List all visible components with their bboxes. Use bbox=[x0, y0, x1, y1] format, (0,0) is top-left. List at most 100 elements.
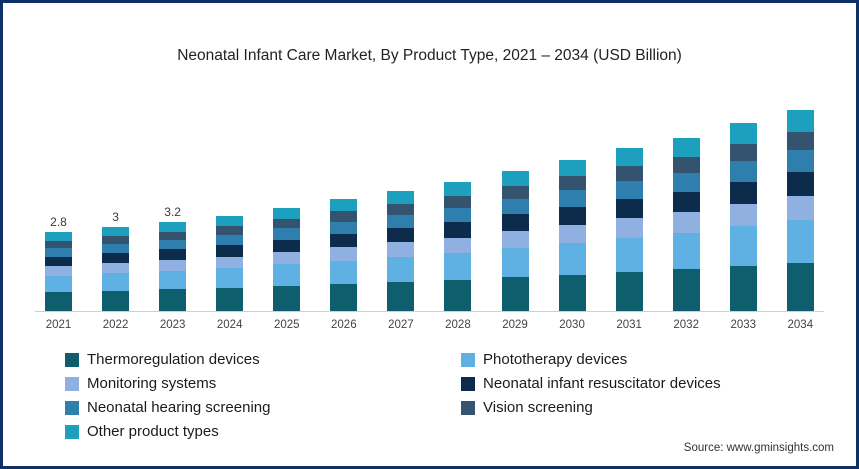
bar-segment bbox=[615, 166, 643, 181]
bar-segment bbox=[45, 266, 72, 276]
bar-segment bbox=[273, 228, 301, 240]
legend-item: Monitoring systems bbox=[65, 375, 461, 392]
chart-title: Neonatal Infant Care Market, By Product … bbox=[177, 47, 682, 64]
bar-segment bbox=[159, 221, 187, 232]
bar-segment bbox=[672, 212, 700, 233]
bar-segment bbox=[273, 252, 301, 265]
bar-segment bbox=[387, 257, 415, 283]
bar-segment bbox=[102, 263, 130, 274]
bar-segment bbox=[273, 264, 301, 287]
x-axis-tick-label: 2024 bbox=[216, 319, 243, 331]
bar-segment bbox=[45, 275, 72, 293]
legend-item: Other product types bbox=[65, 423, 461, 440]
bar-segment bbox=[387, 282, 415, 311]
bar-segment bbox=[558, 159, 586, 177]
bar-column: 3 bbox=[102, 210, 130, 311]
bar-segment bbox=[672, 137, 700, 157]
bar-segment bbox=[786, 220, 814, 263]
bar-segment bbox=[501, 231, 529, 249]
legend-label: Neonatal hearing screening bbox=[87, 399, 271, 416]
bar-segment bbox=[558, 190, 586, 207]
bar-segment bbox=[729, 265, 757, 311]
legend-item: Neonatal hearing screening bbox=[65, 399, 461, 416]
bar-segment bbox=[558, 243, 586, 275]
bar-segment bbox=[45, 232, 72, 242]
legend-label: Other product types bbox=[87, 423, 219, 440]
bar-segment bbox=[102, 236, 130, 244]
legend-swatch bbox=[65, 400, 79, 415]
bar-segment bbox=[387, 214, 415, 228]
bar-segment bbox=[729, 181, 757, 205]
bar-segment bbox=[216, 245, 244, 257]
bar-segment bbox=[558, 224, 586, 244]
bar-segment bbox=[444, 280, 472, 311]
bar-segment bbox=[159, 249, 187, 261]
bar-segment bbox=[501, 277, 529, 311]
bar-segment bbox=[615, 218, 643, 238]
legend-item: Neonatal infant resuscitator devices bbox=[461, 375, 856, 392]
legend-swatch bbox=[461, 352, 475, 367]
plot-area: 2.8 3 3.2 bbox=[35, 83, 824, 312]
x-axis-tick-label: 2034 bbox=[787, 319, 814, 331]
bar-segment bbox=[102, 273, 130, 291]
bar-column bbox=[273, 207, 301, 311]
bar-column bbox=[216, 215, 244, 311]
x-axis-tick-label: 2025 bbox=[273, 319, 300, 331]
x-axis-tick-label: 2021 bbox=[45, 319, 72, 331]
bar-column bbox=[672, 137, 700, 311]
bar-segment bbox=[102, 290, 130, 311]
bar-column bbox=[444, 182, 472, 311]
bar-segment bbox=[501, 248, 529, 278]
bar-segment bbox=[786, 196, 814, 221]
bar-segment bbox=[330, 233, 358, 248]
bar-column: 2.8 bbox=[45, 215, 72, 311]
bar-segment bbox=[45, 241, 72, 249]
bar-segment bbox=[387, 203, 415, 215]
bar-segment bbox=[387, 227, 415, 243]
bar-segment bbox=[786, 150, 814, 173]
bar-segment bbox=[615, 198, 643, 219]
source-text: Source: www.gminsights.com bbox=[683, 442, 834, 454]
bar-segment bbox=[615, 272, 643, 311]
bar-column bbox=[615, 148, 643, 311]
bar-segment bbox=[45, 248, 72, 257]
x-axis-tick-label: 2033 bbox=[730, 319, 757, 331]
bar-column: 3.2 bbox=[159, 204, 187, 311]
chart-area: 2.8 3 3.2 2021 2022 2023 2024 2025 2026 2027 2028… bbox=[35, 83, 824, 331]
bar-segment bbox=[501, 186, 529, 200]
bar-segment bbox=[615, 180, 643, 199]
bar-segment bbox=[216, 288, 244, 311]
bar-column bbox=[729, 123, 757, 311]
bar-segment bbox=[444, 222, 472, 238]
bar-segment bbox=[159, 270, 187, 290]
legend-label: Phototherapy devices bbox=[483, 351, 628, 368]
bar-value-label: 3 bbox=[112, 210, 119, 225]
bar-segment bbox=[216, 234, 244, 246]
bar-segment bbox=[786, 262, 814, 311]
bar-segment bbox=[558, 176, 586, 191]
bar-segment bbox=[444, 237, 472, 254]
bar-segment bbox=[558, 274, 586, 311]
bar-segment bbox=[273, 239, 301, 253]
bar-segment bbox=[159, 231, 187, 240]
bar-segment bbox=[444, 182, 472, 197]
bar-column bbox=[387, 190, 415, 311]
bar-segment bbox=[330, 247, 358, 261]
x-axis: 2021 2022 2023 2024 2025 2026 2027 2028 2029 2030… bbox=[35, 312, 824, 331]
x-axis-tick-label: 2030 bbox=[559, 319, 585, 331]
bar-value-label: 3.2 bbox=[164, 204, 181, 219]
bar-segment bbox=[729, 204, 757, 227]
bar-segment bbox=[387, 190, 415, 204]
bar-segment bbox=[330, 199, 358, 212]
legend-swatch bbox=[65, 424, 79, 439]
bar-column bbox=[330, 199, 358, 311]
legend-label: Thermoregulation devices bbox=[87, 351, 260, 368]
bar-segment bbox=[273, 207, 301, 220]
legend-swatch bbox=[65, 376, 79, 391]
bar-segment bbox=[330, 221, 358, 234]
x-axis-tick-label: 2032 bbox=[673, 319, 699, 331]
bar-segment bbox=[558, 206, 586, 225]
legend-swatch bbox=[461, 400, 475, 415]
bar-segment bbox=[672, 232, 700, 270]
